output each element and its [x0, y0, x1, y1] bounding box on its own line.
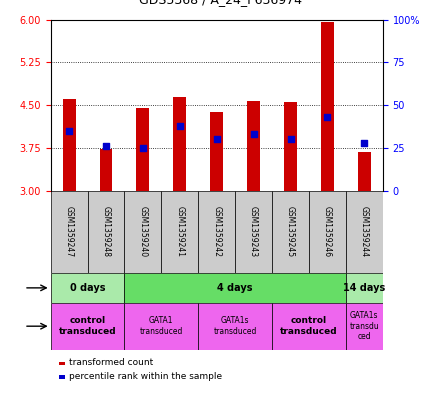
Bar [125, 303, 198, 350]
Point [66, 128, 73, 134]
Bar [309, 191, 346, 273]
Bar [62, 99, 76, 191]
Text: GSM1359241: GSM1359241 [175, 206, 184, 257]
Text: control
transduced: control transduced [59, 316, 116, 336]
Bar [284, 102, 297, 191]
Bar [346, 273, 383, 303]
Bar [235, 191, 272, 273]
Point [361, 140, 368, 146]
Bar [321, 22, 334, 191]
Bar [125, 273, 346, 303]
Bar [198, 303, 272, 350]
Text: protocol: protocol [0, 321, 1, 331]
Bar [210, 112, 223, 191]
Point [176, 123, 183, 129]
Point [139, 145, 147, 151]
Bar [51, 303, 125, 350]
Text: GSM1359240: GSM1359240 [138, 206, 147, 257]
Text: GDS5368 / A_24_P636974: GDS5368 / A_24_P636974 [139, 0, 301, 6]
Text: GATA1s
transdu
ced: GATA1s transdu ced [349, 311, 379, 341]
Text: 14 days: 14 days [343, 283, 385, 293]
Point [103, 143, 110, 149]
Text: GSM1359243: GSM1359243 [249, 206, 258, 257]
Bar [272, 191, 309, 273]
Text: GSM1359247: GSM1359247 [65, 206, 73, 257]
Text: 4 days: 4 days [217, 283, 253, 293]
Text: GSM1359246: GSM1359246 [323, 206, 332, 257]
Bar [99, 149, 113, 191]
Bar [88, 191, 125, 273]
Bar [173, 97, 186, 191]
Text: GATA1s
transduced: GATA1s transduced [213, 316, 257, 336]
Bar [136, 108, 149, 191]
Text: GATA1
transduced: GATA1 transduced [139, 316, 183, 336]
Point [250, 131, 257, 137]
Text: transformed count: transformed count [70, 358, 154, 367]
Bar [358, 152, 371, 191]
Bar [51, 273, 125, 303]
Point [324, 114, 331, 120]
Text: GSM1359248: GSM1359248 [102, 206, 110, 257]
Bar [125, 191, 161, 273]
Bar [51, 191, 88, 273]
Bar [247, 101, 260, 191]
Text: percentile rank within the sample: percentile rank within the sample [70, 372, 223, 380]
Point [213, 136, 220, 142]
Bar [346, 303, 383, 350]
Bar [161, 191, 198, 273]
Text: GSM1359242: GSM1359242 [212, 206, 221, 257]
Text: GSM1359244: GSM1359244 [360, 206, 369, 257]
Text: 0 days: 0 days [70, 283, 105, 293]
Bar [346, 191, 383, 273]
Text: GSM1359245: GSM1359245 [286, 206, 295, 257]
Bar [198, 191, 235, 273]
Text: time: time [0, 283, 1, 293]
Bar [272, 303, 346, 350]
Point [287, 136, 294, 142]
Text: control
transduced: control transduced [280, 316, 338, 336]
